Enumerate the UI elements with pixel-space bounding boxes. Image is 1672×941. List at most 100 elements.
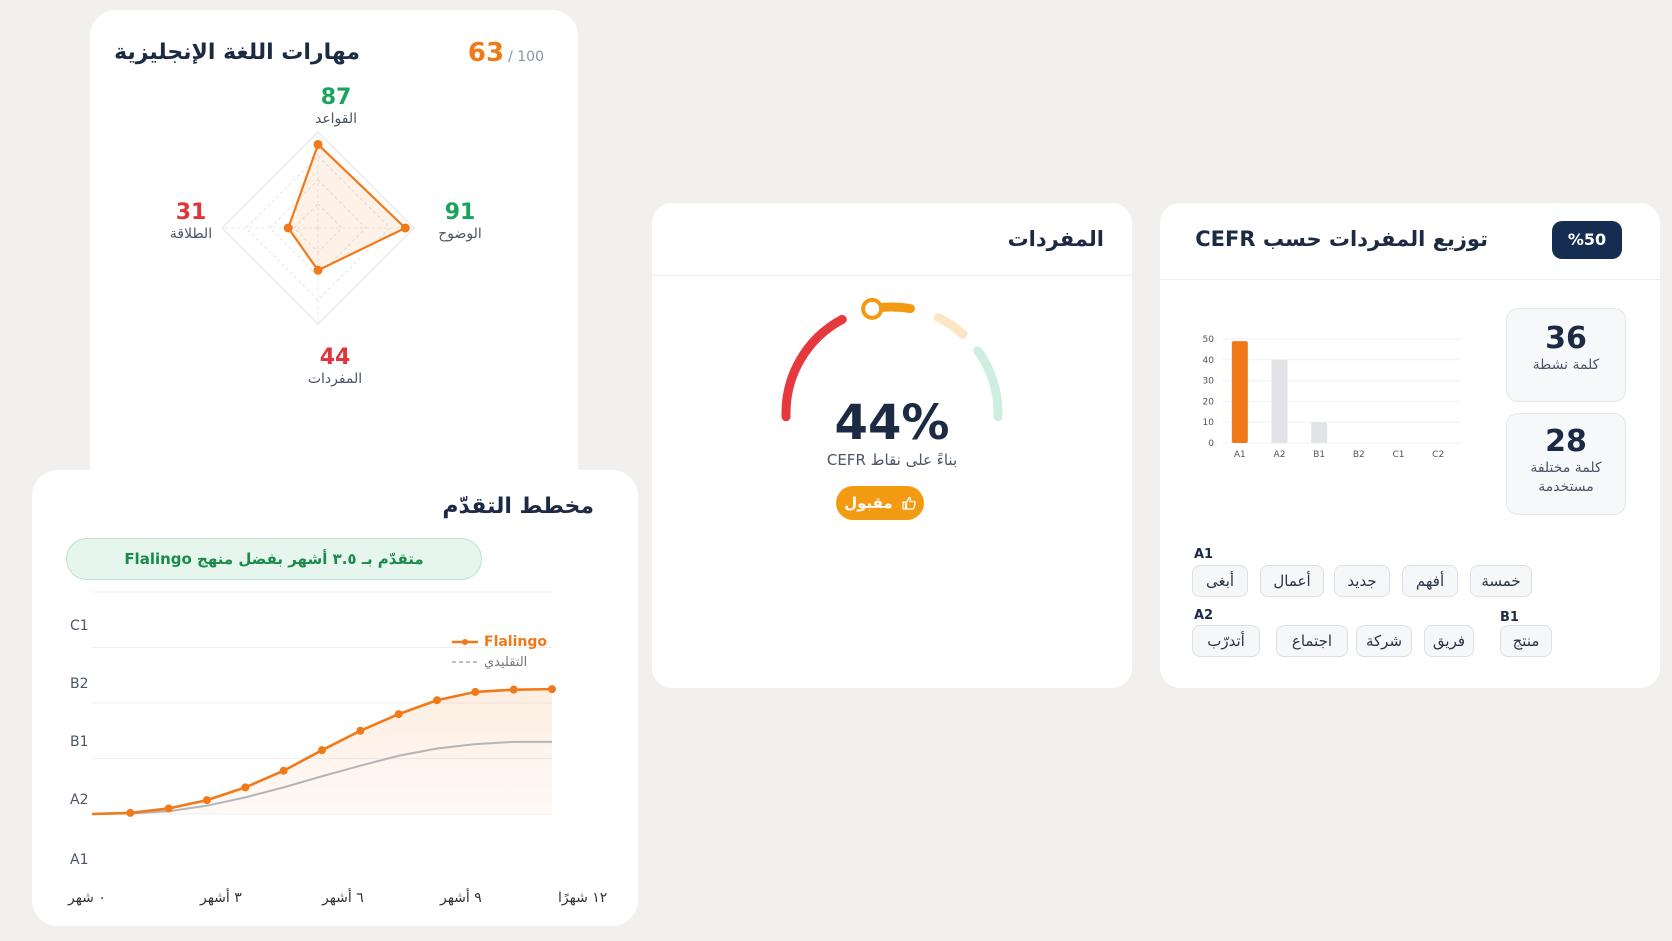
radar-chart (221, 131, 415, 325)
legend-flalingo-label: Flalingo (484, 634, 548, 650)
legend-flalingo-swatch (452, 639, 478, 645)
bar-x-tick: A2 (1274, 450, 1286, 460)
gauge-status-label: مقبول (844, 494, 893, 512)
bar-x-tick: B2 (1353, 450, 1365, 460)
level-b1: B1 (1500, 610, 1519, 625)
bar-x-tick: B1 (1313, 450, 1325, 460)
bar-y-tick: 0 (1208, 439, 1214, 449)
radar-label-grammar: 87 القواعد (281, 86, 391, 128)
flalingo-point (356, 726, 365, 735)
thumbs-up-icon (893, 494, 916, 512)
word-chip: جديد (1334, 565, 1390, 597)
gauge-arc-high (973, 346, 1003, 422)
flalingo-point (433, 696, 441, 705)
flalingo-point (279, 766, 288, 775)
flalingo-point (394, 710, 403, 719)
bar-a1 (1231, 341, 1248, 443)
radar-value-vocab: 44 (319, 345, 351, 370)
gauge-value: 44% (834, 395, 950, 451)
radar-name-grammar: القواعد (314, 111, 358, 127)
gauge-status-badge: مقبول (836, 486, 924, 520)
x-label-6: ٦ أشهر (322, 890, 364, 906)
flalingo-point (509, 685, 518, 694)
flalingo-point (471, 687, 480, 696)
radar-point (313, 139, 323, 149)
radar-label-clarity: 91 الوضوح (405, 201, 515, 243)
radar-name-clarity: الوضوح (438, 226, 482, 242)
chart-legend: Flalingo التقليدي (452, 632, 547, 672)
progress-title: مخطط التقدّم (442, 494, 594, 519)
skills-card: مهارات اللغة الإنجليزية 63/ 100 87 القوا… (90, 10, 578, 510)
vocab-title: المفردات (1007, 227, 1104, 251)
word-chip: شركة (1356, 625, 1412, 657)
cefr-title: توزيع المفردات حسب CEFR (1195, 227, 1488, 251)
level-a1: A1 (1194, 547, 1214, 562)
bar-x-tick: A1 (1234, 450, 1246, 460)
cefr-percent-badge: %50 (1552, 221, 1622, 259)
flalingo-point (241, 783, 250, 792)
stat-active-label: كلمة نشطة (1532, 357, 1600, 373)
gauge-marker (861, 297, 884, 320)
skills-score-max: / 100 (508, 49, 544, 65)
cefr-divider (1160, 279, 1660, 280)
radar-name-vocab: المفردات (307, 371, 363, 387)
stat-active-num: 36 (1545, 321, 1587, 356)
word-chip: أبغى (1192, 565, 1248, 597)
flalingo-point (126, 808, 135, 817)
radar-value-grammar: 87 (320, 85, 352, 110)
cefr-bar-chart: 0 10 20 30 40 50 A1 A2 B1 B2 C1 C2 (1203, 335, 1460, 460)
x-label-0: ٠ شهر (68, 890, 106, 906)
radar-label-fluency: 31 الطلاقة (136, 201, 246, 243)
bar-b1 (1311, 422, 1328, 443)
word-chip: خمسة (1470, 565, 1532, 597)
word-chip: أفهم (1402, 565, 1458, 597)
y-label-c1: C1 (70, 618, 89, 634)
progress-card: مخطط التقدّم متقدّم بـ ٣.٥ أشهر بفضل منه… (32, 470, 638, 926)
radar-series-area (287, 143, 407, 272)
y-label-a2: A2 (70, 792, 89, 808)
bar-y-tick: 30 (1203, 377, 1215, 387)
skills-title: مهارات اللغة الإنجليزية (114, 40, 360, 65)
flalingo-point (318, 746, 326, 755)
stat-active-words: 36 كلمة نشطة (1506, 308, 1626, 402)
bar-y-tick: 10 (1203, 418, 1215, 428)
legend-flalingo: Flalingo (452, 632, 547, 652)
stat-distinct-num: 28 (1545, 424, 1587, 459)
gauge-arc-upper (933, 313, 968, 339)
stat-distinct-words: 28 كلمة مختلفة مستخدمة (1506, 413, 1626, 515)
radar-label-vocab: 44 المفردات (280, 346, 390, 388)
flalingo-point (164, 804, 173, 813)
radar-value-fluency: 31 (175, 200, 207, 225)
radar-grid-ring (245, 155, 391, 301)
radar-grid-ring (221, 131, 415, 325)
progress-chart (91, 591, 556, 817)
word-chip: أتدرّب (1192, 625, 1260, 657)
gauge-caption: بناءً على نقاط CEFR (826, 451, 958, 469)
radar-value-clarity: 91 (444, 200, 476, 225)
vocab-gauge (781, 297, 1003, 422)
x-label-12: ١٢ شهرًا (558, 890, 608, 906)
word-chip: أعمال (1260, 565, 1324, 597)
bar-a2 (1271, 359, 1288, 443)
bar-x-tick: C1 (1392, 450, 1404, 460)
word-chip: منتج (1500, 625, 1552, 657)
radar-name-fluency: الطلاقة (169, 226, 213, 242)
skills-score: 63/ 100 (468, 38, 544, 68)
radar-point (400, 223, 410, 233)
x-label-3: ٣ أشهر (200, 890, 242, 906)
bar-x-tick: C2 (1432, 450, 1444, 460)
word-chip: اجتماع (1276, 625, 1348, 657)
skills-score-value: 63 (467, 38, 505, 68)
y-label-b1: B1 (70, 734, 89, 750)
progress-banner: متقدّم بـ ٣.٥ أشهر بفضل منهج Flalingo (66, 538, 482, 580)
bar-y-tick: 50 (1203, 335, 1215, 345)
legend-traditional-label: التقليدي (484, 654, 528, 670)
level-a2: A2 (1194, 608, 1214, 623)
flalingo-point (548, 685, 556, 694)
bar-y-tick: 40 (1203, 356, 1215, 366)
vocab-divider (652, 275, 1132, 276)
word-chip: فريق (1424, 625, 1474, 657)
y-label-a1: A1 (70, 852, 89, 868)
cefr-card: توزيع المفردات حسب CEFR %50 0 10 20 30 40 50 A… (1160, 203, 1660, 688)
vocab-card: المفردات 44% بناءً على نقاط CEFR مقبول (652, 203, 1132, 688)
